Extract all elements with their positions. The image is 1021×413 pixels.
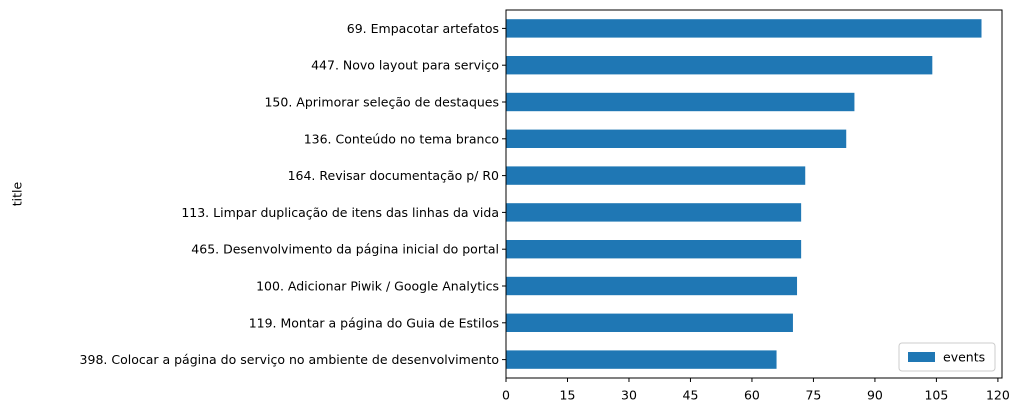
y-axis-title: title <box>10 181 25 206</box>
x-tick-label: 105 <box>924 388 948 403</box>
x-tick-label: 15 <box>560 388 576 403</box>
y-tick-label: 69. Empacotar artefatos <box>347 21 499 36</box>
y-axis-ticks: 69. Empacotar artefatos 447. Novo layout … <box>80 21 506 367</box>
x-tick-label: 60 <box>744 388 760 403</box>
bar-9 <box>506 313 793 332</box>
bar-5 <box>506 166 806 185</box>
bar-10 <box>506 350 777 369</box>
y-tick-label: 150. Aprimorar seleção de destaques <box>264 95 499 110</box>
x-axis-ticks: 0 15 30 45 60 75 90 105 120 <box>502 378 1010 403</box>
x-tick-label: 90 <box>867 388 883 403</box>
legend-label: events <box>943 350 985 365</box>
y-tick-label: 447. Novo layout para serviço <box>311 58 499 73</box>
x-tick-label: 30 <box>621 388 637 403</box>
y-tick-label: 113. Limpar duplicação de itens das linh… <box>181 205 499 220</box>
bar-8 <box>506 276 798 296</box>
x-tick-label: 45 <box>683 388 699 403</box>
x-tick-label: 120 <box>986 388 1010 403</box>
legend-swatch <box>908 352 935 362</box>
y-tick-label: 164. Revisar documentação p/ R0 <box>288 168 499 183</box>
legend: events <box>898 342 996 372</box>
bars-group <box>506 19 982 369</box>
bar-6 <box>506 203 802 222</box>
y-tick-label: 465. Desenvolvimento da página inicial d… <box>191 242 499 257</box>
y-tick-label: 100. Adicionar Piwik / Google Analytics <box>256 279 499 294</box>
y-tick-label: 398. Colocar a página do serviço no ambi… <box>80 352 499 367</box>
bar-7 <box>506 240 802 259</box>
x-tick-label: 0 <box>502 388 510 403</box>
legend-box <box>898 342 996 372</box>
y-tick-label: 136. Conteúdo no tema branco <box>304 131 499 146</box>
x-tick-label: 75 <box>805 388 821 403</box>
bar-4 <box>506 129 847 148</box>
bar-3 <box>506 92 855 112</box>
y-tick-label: 119. Montar a página do Guia de Estilos <box>249 315 499 330</box>
bar-1 <box>506 19 982 38</box>
plot-frame <box>505 9 1003 379</box>
bar-2 <box>506 56 933 75</box>
